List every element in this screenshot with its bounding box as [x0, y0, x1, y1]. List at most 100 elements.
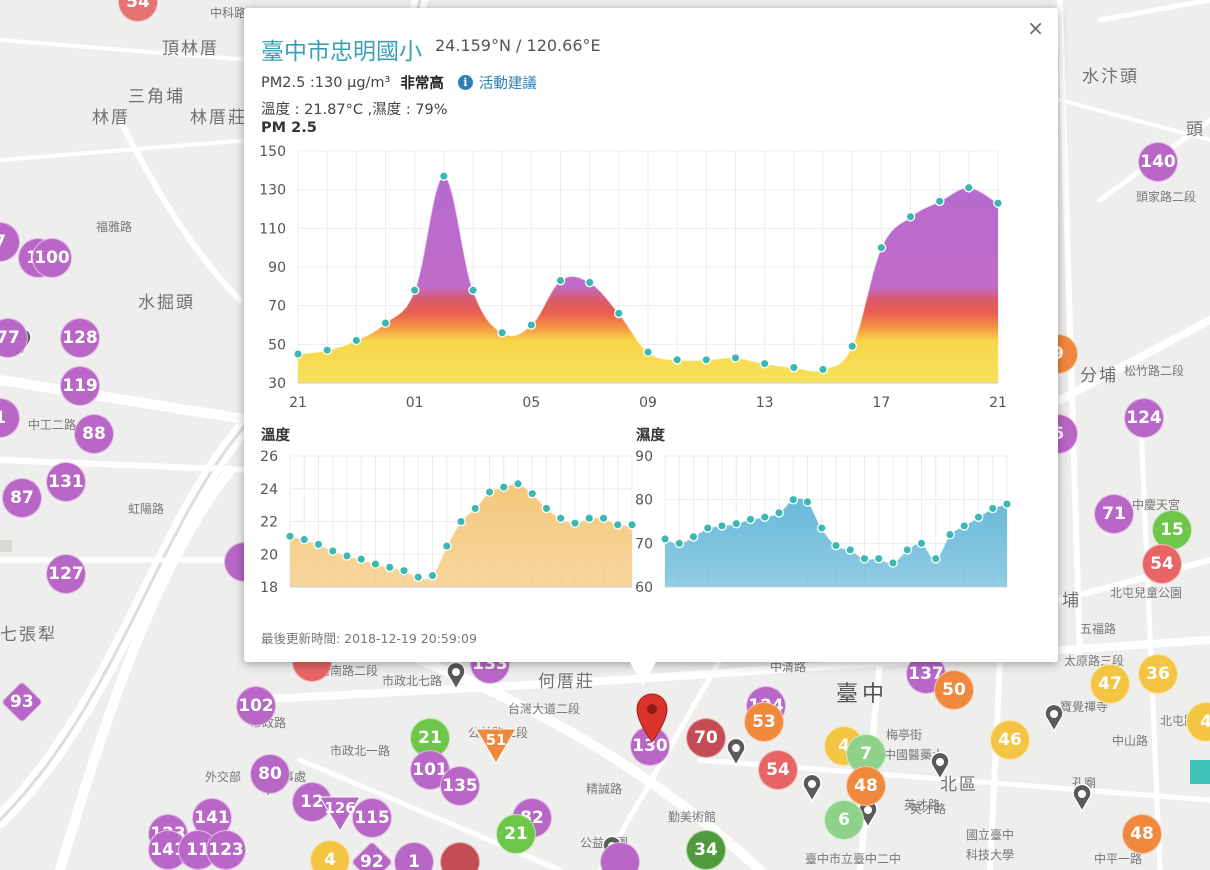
- x-tick-label: 21: [289, 395, 307, 411]
- aqi-marker[interactable]: 87: [2, 478, 42, 518]
- aqi-marker[interactable]: 115: [352, 798, 392, 838]
- aqi-marker[interactable]: 100: [32, 238, 72, 278]
- monitor-pin-icon[interactable]: [929, 752, 951, 780]
- aqi-marker[interactable]: 53: [744, 702, 784, 742]
- road-label: 中平一路: [1094, 852, 1143, 866]
- monitor-pin-icon[interactable]: [445, 662, 467, 690]
- monitor-pin-icon[interactable]: [1071, 784, 1093, 812]
- y-tick-label: 20: [260, 547, 278, 563]
- aqi-marker[interactable]: 34: [686, 830, 726, 870]
- y-tick-label: 60: [635, 580, 653, 596]
- series-line: [297, 175, 999, 372]
- data-point: [759, 358, 770, 369]
- aqi-marker[interactable]: 140: [1138, 142, 1178, 182]
- aqi-marker[interactable]: 128: [60, 318, 100, 358]
- road-label: 福雅路: [96, 220, 133, 234]
- aqi-marker[interactable]: 47: [1090, 664, 1130, 704]
- road-label: 臺中市立臺中二中: [805, 852, 902, 866]
- aqi-triangle-marker[interactable]: 51: [475, 728, 517, 764]
- data-point: [370, 559, 381, 569]
- aqi-marker[interactable]: 127: [46, 554, 86, 594]
- data-point: [905, 211, 916, 222]
- road-label: 英才路: [904, 798, 941, 812]
- aqi-marker[interactable]: 4: [310, 840, 350, 870]
- activity-advice-link[interactable]: 活動建議: [478, 76, 537, 92]
- aqi-marker[interactable]: 21: [410, 718, 450, 758]
- marker-value: 51: [485, 731, 507, 749]
- aqi-marker[interactable]: 6: [824, 800, 864, 840]
- y-tick-label: 80: [635, 493, 653, 509]
- data-point: [788, 362, 799, 373]
- aqi-marker[interactable]: 48: [846, 766, 886, 806]
- humidity-chart: 60 70 80 90: [635, 449, 1012, 596]
- road-label: 河南路二段: [318, 664, 379, 678]
- aqi-marker[interactable]: 119: [60, 366, 100, 406]
- aqi-marker[interactable]: [440, 842, 480, 870]
- monitor-pin-icon[interactable]: [725, 738, 747, 766]
- data-point: [513, 478, 523, 489]
- aqi-marker[interactable]: 124: [1124, 398, 1164, 438]
- aqi-marker[interactable]: 123: [206, 830, 246, 870]
- data-point: [888, 558, 898, 568]
- aqi-marker[interactable]: 54: [758, 750, 798, 790]
- y-tick-label: 22: [260, 515, 278, 531]
- aqi-marker[interactable]: 70: [686, 718, 726, 758]
- data-point: [987, 503, 998, 514]
- y-tick-label: 70: [635, 536, 653, 552]
- data-point: [456, 516, 466, 527]
- aqi-marker[interactable]: 48: [1122, 814, 1162, 854]
- data-point: [702, 523, 713, 533]
- aqi-marker[interactable]: 131: [46, 462, 86, 502]
- aqi-marker[interactable]: 54: [1142, 544, 1182, 584]
- selected-location-pin[interactable]: [635, 692, 669, 744]
- data-point: [299, 534, 310, 545]
- y-tick-label: 150: [259, 144, 286, 160]
- aqi-marker[interactable]: 88: [74, 414, 114, 454]
- data-point: [342, 551, 352, 561]
- data-point: [973, 512, 984, 522]
- aqi-marker[interactable]: 102: [236, 686, 276, 726]
- aqi-marker[interactable]: 15: [1152, 510, 1192, 550]
- data-point: [484, 487, 495, 497]
- road-label: 松竹路二段: [1124, 364, 1185, 378]
- aqi-triangle-marker[interactable]: 126: [319, 796, 361, 832]
- data-point: [802, 496, 813, 507]
- pm25-summary: PM2.5 :130 μg/m³ 非常高 i 活動建議: [261, 72, 537, 93]
- marker-value: 92: [360, 851, 384, 870]
- data-point: [409, 285, 420, 296]
- y-tick-label: 110: [259, 221, 286, 237]
- aqi-marker[interactable]: 36: [1138, 654, 1178, 694]
- data-point: [993, 198, 1003, 209]
- aqi-marker[interactable]: 71: [1094, 494, 1134, 534]
- aqi-marker[interactable]: 50: [934, 670, 974, 710]
- data-point: [613, 308, 624, 319]
- data-point: [441, 541, 452, 551]
- road-label: 科技大學: [966, 848, 1015, 862]
- aqi-marker[interactable]: 80: [250, 754, 290, 794]
- aqi-marker[interactable]: 1: [394, 842, 434, 870]
- y-tick-label: 130: [259, 183, 286, 199]
- data-point: [322, 345, 333, 355]
- road-label: 台灣大道二段: [508, 702, 581, 716]
- road-label: 寶覺禪寺: [1060, 700, 1109, 714]
- monitor-pin-icon[interactable]: [1043, 704, 1065, 732]
- data-point: [847, 341, 858, 352]
- road-label: 五福路: [1080, 622, 1117, 636]
- aqi-marker[interactable]: 4: [1186, 702, 1210, 742]
- data-point: [285, 531, 295, 542]
- info-icon[interactable]: i: [457, 75, 473, 90]
- monitor-pin-icon[interactable]: [801, 774, 823, 802]
- data-point: [313, 539, 324, 550]
- place-lincuo: 林厝: [92, 108, 130, 128]
- road-label: 外交部: [205, 770, 242, 784]
- close-button[interactable]: ×: [1027, 16, 1044, 40]
- data-point: [788, 494, 799, 505]
- road-label: 市政北七路: [382, 674, 443, 688]
- aqi-marker[interactable]: 135: [440, 766, 480, 806]
- aqi-marker[interactable]: 46: [990, 720, 1030, 760]
- place-lincuozhuang: 林厝莊: [190, 108, 247, 128]
- x-tick-label: 01: [406, 395, 424, 411]
- aqi-marker[interactable]: 21: [496, 814, 536, 854]
- road-label: 台中慶天宮: [1120, 498, 1181, 512]
- data-point: [818, 364, 828, 375]
